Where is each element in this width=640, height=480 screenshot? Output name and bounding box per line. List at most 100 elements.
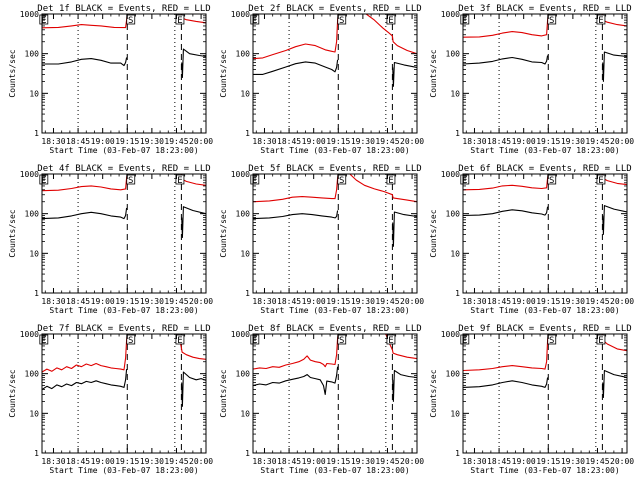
x-tick-label: 20:00 bbox=[189, 297, 213, 306]
x-axis-label: Start Time (03-Feb-07 18:23:00) bbox=[49, 306, 198, 315]
series-line-events bbox=[602, 205, 627, 235]
y-axis-label: Counts/sec bbox=[429, 209, 438, 257]
x-tick-label: 18:45 bbox=[487, 137, 511, 146]
series-line-events bbox=[42, 369, 128, 390]
marker-label: S bbox=[549, 336, 554, 346]
marker-label: E bbox=[177, 16, 182, 26]
marker-box bbox=[175, 14, 185, 25]
series-line-events bbox=[392, 61, 417, 87]
x-tick-label: 20:00 bbox=[610, 457, 634, 466]
series-line-events bbox=[602, 369, 627, 399]
x-tick-label: 19:30 bbox=[561, 297, 585, 306]
y-tick-label: 1000 bbox=[231, 330, 250, 339]
y-tick-label: 1 bbox=[34, 289, 39, 298]
panel-title: Det 8f BLACK = Events, RED = LLD bbox=[248, 324, 421, 334]
x-tick-label: 18:30 bbox=[252, 297, 276, 306]
marker-label: E bbox=[462, 336, 467, 346]
series-line-lld bbox=[253, 174, 339, 203]
x-tick-label: 19:45 bbox=[164, 457, 188, 466]
marker-label: S bbox=[549, 176, 554, 186]
marker-box bbox=[547, 174, 557, 185]
series-line-lld bbox=[42, 334, 128, 373]
y-tick-label: 100 bbox=[25, 210, 40, 219]
x-tick-label: 19:30 bbox=[561, 137, 585, 146]
marker-label: E bbox=[598, 16, 603, 26]
plot-frame bbox=[252, 333, 418, 454]
series-line-lld bbox=[463, 174, 549, 191]
y-tick-label: 1000 bbox=[231, 10, 250, 19]
x-tick-label: 19:15 bbox=[115, 137, 139, 146]
y-tick-label: 100 bbox=[236, 50, 251, 59]
x-axis-label: Start Time (03-Feb-07 18:23:00) bbox=[470, 146, 619, 155]
marker-label: E bbox=[177, 176, 182, 186]
x-tick-label: 19:00 bbox=[512, 137, 536, 146]
y-tick-label: 100 bbox=[236, 210, 251, 219]
y-tick-label: 1 bbox=[245, 289, 250, 298]
marker-box bbox=[460, 14, 470, 25]
y-tick-label: 1000 bbox=[441, 330, 460, 339]
marker-label: E bbox=[252, 336, 257, 346]
panel-title: Det 1f BLACK = Events, RED = LLD bbox=[37, 4, 210, 14]
panel-det-8f: Det 8f BLACK = Events, RED = LLD E S E 1 10 10… bbox=[219, 324, 424, 475]
y-tick-label: 1 bbox=[34, 129, 39, 138]
series-line-events bbox=[253, 366, 339, 395]
y-tick-label: 1 bbox=[455, 449, 460, 458]
x-tick-label: 18:45 bbox=[487, 457, 511, 466]
y-tick-label: 1000 bbox=[20, 330, 39, 339]
panel-det-6f: Det 6f BLACK = Events, RED = LLD E S E 1 10 10… bbox=[429, 164, 634, 315]
marker-box bbox=[547, 334, 557, 345]
panel-det-3f: Det 3f BLACK = Events, RED = LLD E S E 1 10 10… bbox=[429, 4, 634, 155]
marker-box bbox=[126, 334, 136, 345]
x-tick-label: 19:00 bbox=[91, 137, 115, 146]
plot-frame bbox=[252, 13, 418, 134]
x-tick-label: 18:45 bbox=[277, 457, 301, 466]
x-tick-label: 20:00 bbox=[610, 297, 634, 306]
x-tick-label: 18:45 bbox=[277, 137, 301, 146]
plot-frame bbox=[462, 173, 628, 294]
marker-box bbox=[386, 334, 396, 345]
x-tick-label: 20:00 bbox=[400, 137, 424, 146]
x-tick-label: 19:15 bbox=[536, 457, 560, 466]
marker-box bbox=[460, 334, 470, 345]
x-tick-label: 18:45 bbox=[66, 137, 90, 146]
x-tick-label: 19:15 bbox=[536, 297, 560, 306]
y-tick-label: 1 bbox=[455, 129, 460, 138]
x-tick-label: 19:15 bbox=[115, 457, 139, 466]
x-tick-label: 18:30 bbox=[462, 457, 486, 466]
series-group bbox=[253, 14, 417, 87]
panel-title: Det 5f BLACK = Events, RED = LLD bbox=[248, 164, 421, 174]
marker-label: E bbox=[598, 336, 603, 346]
panel-title: Det 3f BLACK = Events, RED = LLD bbox=[458, 4, 631, 14]
x-tick-label: 18:45 bbox=[66, 297, 90, 306]
series-line-events bbox=[463, 55, 549, 65]
marker-label: E bbox=[252, 16, 257, 26]
y-tick-label: 100 bbox=[236, 370, 251, 379]
x-tick-label: 18:45 bbox=[66, 457, 90, 466]
marker-label: E bbox=[41, 16, 46, 26]
marker-box bbox=[250, 334, 260, 345]
y-tick-label: 1000 bbox=[441, 10, 460, 19]
series-line-lld bbox=[365, 14, 417, 55]
y-tick-label: 100 bbox=[446, 210, 461, 219]
y-tick-label: 10 bbox=[240, 249, 250, 258]
x-axis-label: Start Time (03-Feb-07 18:23:00) bbox=[260, 146, 409, 155]
marker-label: S bbox=[339, 16, 344, 26]
x-tick-label: 19:00 bbox=[91, 297, 115, 306]
x-tick-label: 19:45 bbox=[164, 297, 188, 306]
x-tick-label: 18:45 bbox=[487, 297, 511, 306]
x-tick-label: 20:00 bbox=[189, 457, 213, 466]
marker-label: E bbox=[177, 336, 182, 346]
x-tick-label: 19:15 bbox=[326, 137, 350, 146]
plot-frame bbox=[462, 13, 628, 134]
series-line-lld bbox=[42, 14, 128, 29]
y-tick-label: 1000 bbox=[231, 170, 250, 179]
series-line-lld bbox=[463, 334, 549, 372]
x-axis-label: Start Time (03-Feb-07 18:23:00) bbox=[470, 466, 619, 475]
y-tick-label: 10 bbox=[29, 89, 39, 98]
plot-frame bbox=[252, 173, 418, 294]
y-tick-label: 1 bbox=[245, 449, 250, 458]
marker-label: S bbox=[549, 16, 554, 26]
panel-title: Det 7f BLACK = Events, RED = LLD bbox=[37, 324, 210, 334]
panel-det-5f: Det 5f BLACK = Events, RED = LLD E S E 1 10 10… bbox=[219, 164, 424, 315]
